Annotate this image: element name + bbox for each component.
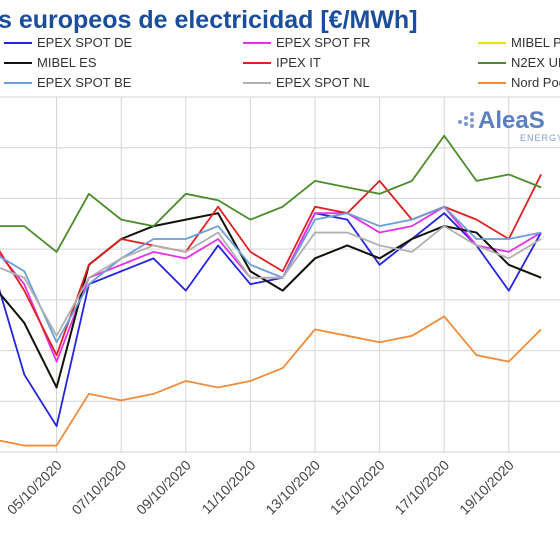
- legend-label: MIBEL PT: [511, 35, 560, 50]
- legend-label: EPEX SPOT FR: [276, 35, 370, 50]
- logo-brand: AleaS: [478, 107, 545, 134]
- legend: EPEX SPOT DE EPEX SPOT FR MIBEL PT MIBEL ES…: [4, 35, 560, 90]
- series-line-6: [0, 205, 542, 344]
- legend-label: EPEX SPOT DE: [37, 35, 132, 50]
- legend-label: IPEX IT: [276, 55, 321, 70]
- watermark-logo: AleaS ENERGY: [458, 107, 560, 143]
- series-line-7: [0, 225, 542, 337]
- legend-label: Nord Pool: [511, 75, 560, 90]
- series-lines: [0, 134, 542, 447]
- series-line-3: [0, 212, 542, 389]
- series-line-8: [0, 315, 542, 447]
- x-axis-ticks: /10/202005/10/202007/10/202009/10/202011…: [0, 457, 517, 518]
- x-tick-label: 11/10/2020: [198, 457, 258, 517]
- x-tick-label: 17/10/2020: [391, 457, 452, 518]
- logo-sub: ENERGY: [520, 133, 560, 143]
- x-tick-label: 07/10/2020: [68, 457, 129, 518]
- legend-label: EPEX SPOT BE: [37, 75, 132, 90]
- logo-dots-icon: [458, 112, 474, 128]
- legend-label: N2EX UK: [511, 55, 560, 70]
- x-tick-label: 09/10/2020: [133, 457, 194, 518]
- x-tick-label: 05/10/2020: [4, 457, 65, 518]
- series-line-5: [0, 134, 542, 253]
- x-tick-label: 19/10/2020: [456, 457, 517, 518]
- legend-label: EPEX SPOT NL: [276, 75, 370, 90]
- x-tick-label: 13/10/2020: [262, 457, 323, 518]
- legend-label: MIBEL ES: [37, 55, 97, 70]
- series-line-4: [0, 174, 542, 357]
- chart-title: s europeos de electricidad [€/MWh]: [0, 6, 418, 34]
- series-line-0: [0, 212, 542, 428]
- x-tick-label: 15/10/2020: [327, 457, 388, 518]
- plot-grid: [0, 96, 560, 453]
